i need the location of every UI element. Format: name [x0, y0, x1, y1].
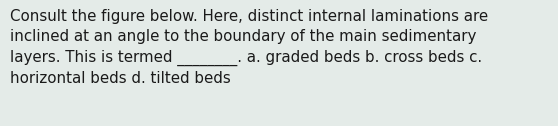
Text: Consult the figure below. Here, distinct internal laminations are
inclined at an: Consult the figure below. Here, distinct…	[10, 9, 488, 86]
